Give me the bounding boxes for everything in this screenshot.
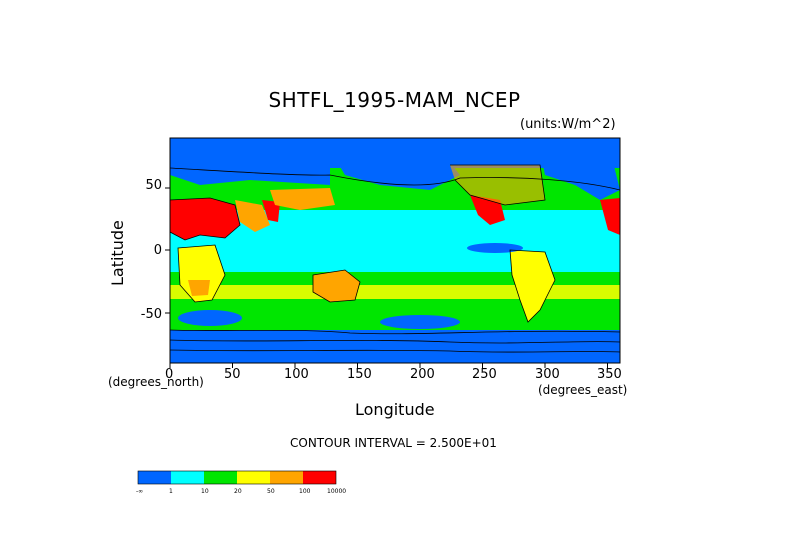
- southern-africa: [178, 245, 225, 302]
- colorbar-label: 10000: [327, 488, 346, 495]
- colorbar-label: -∞: [136, 488, 143, 495]
- map-title: SHTFL_1995-MAM_NCEP: [268, 88, 521, 112]
- x-tick-label: 200: [410, 367, 435, 382]
- colorbar-swatch: [171, 471, 204, 484]
- colorbar-label: 20: [234, 488, 242, 495]
- y-units-label: (degrees_north): [108, 375, 204, 389]
- sahara: [170, 198, 240, 240]
- arabia: [235, 200, 270, 232]
- colorbar-label: 100: [299, 488, 311, 495]
- colorbar-label: 1: [169, 488, 173, 495]
- colorbar-swatch: [270, 471, 303, 484]
- central-asia: [270, 188, 335, 210]
- colorbar-swatch: [237, 471, 270, 484]
- y-tick-label: 0: [153, 243, 162, 258]
- north-america: [450, 165, 545, 205]
- southern-ocean-blob: [178, 310, 242, 326]
- south-america: [510, 250, 555, 322]
- colorbar-label: 50: [267, 488, 275, 495]
- x-tick-label: 50: [224, 367, 241, 382]
- y-tick-label: -50: [140, 307, 162, 322]
- contour-interval-label: CONTOUR INTERVAL = 2.500E+01: [290, 436, 497, 450]
- x-axis-label: Longitude: [355, 400, 435, 419]
- eurasia: [170, 150, 330, 185]
- x-tick-label: 0: [165, 367, 174, 382]
- colorbar: -∞ 1 10 20 50 100 10000: [136, 470, 346, 495]
- x-tick-label: 250: [472, 367, 497, 382]
- east-pacific-blob: [467, 243, 523, 253]
- contour-lines: [170, 164, 620, 353]
- kalahari: [188, 280, 210, 296]
- north-pacific: [330, 150, 460, 190]
- australia: [313, 270, 360, 302]
- colorbar-label: 10: [201, 488, 209, 495]
- x-axis-ticks: [169, 363, 608, 368]
- x-tick-label: 150: [347, 367, 372, 382]
- x-tick-label: 300: [535, 367, 560, 382]
- y-axis-ticks: [165, 187, 170, 314]
- y-tick-label: 50: [145, 178, 162, 193]
- sahara-wrap: [600, 198, 620, 235]
- colorbar-swatch: [204, 471, 237, 484]
- southern-ocean-blob: [380, 315, 460, 329]
- colorbar-swatch: [138, 471, 171, 484]
- southern-warm-band: [170, 285, 620, 299]
- units-label: (units:W/m^2): [520, 117, 616, 132]
- x-units-label: (degrees_east): [538, 383, 628, 397]
- antarctic-region: [170, 330, 620, 363]
- colorbar-swatch: [303, 471, 336, 484]
- x-tick-label: 100: [284, 367, 309, 382]
- x-tick-label: 350: [597, 367, 622, 382]
- india-north: [262, 200, 280, 222]
- north-atlantic: [540, 150, 620, 200]
- map-field: [170, 138, 620, 363]
